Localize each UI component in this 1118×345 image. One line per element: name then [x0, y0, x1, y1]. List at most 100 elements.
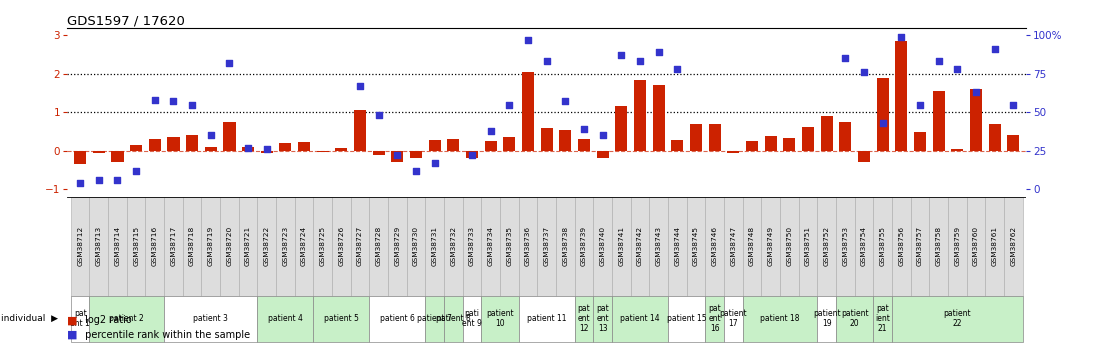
- Bar: [351, 197, 369, 296]
- Bar: [205, 147, 217, 151]
- Bar: [948, 197, 967, 296]
- Text: patient 8: patient 8: [436, 314, 471, 323]
- Text: pati
ent 9: pati ent 9: [462, 309, 482, 328]
- Bar: [896, 41, 908, 151]
- Point: [145, 97, 163, 103]
- Bar: [742, 197, 761, 296]
- Bar: [836, 197, 854, 296]
- Bar: [669, 197, 686, 296]
- Bar: [425, 197, 444, 296]
- Text: GSM38748: GSM38748: [749, 226, 755, 266]
- Text: GSM38721: GSM38721: [245, 226, 252, 266]
- Text: ■: ■: [67, 330, 77, 339]
- Bar: [559, 130, 571, 151]
- Bar: [705, 197, 724, 296]
- Bar: [798, 197, 817, 296]
- Bar: [466, 151, 479, 158]
- Bar: [709, 124, 721, 151]
- Text: pat
ent
13: pat ent 13: [596, 304, 609, 333]
- Bar: [650, 197, 669, 296]
- Text: GSM38760: GSM38760: [973, 226, 979, 266]
- Bar: [391, 151, 404, 162]
- Point: [89, 177, 107, 183]
- Bar: [130, 145, 142, 151]
- Text: GSM38752: GSM38752: [824, 226, 830, 266]
- Bar: [669, 296, 705, 342]
- Bar: [519, 197, 538, 296]
- Bar: [186, 135, 198, 151]
- Point: [127, 168, 145, 174]
- Bar: [967, 197, 985, 296]
- Text: patient
20: patient 20: [841, 309, 869, 328]
- Bar: [241, 147, 254, 151]
- Point: [183, 102, 201, 107]
- Text: ■: ■: [67, 315, 77, 325]
- Bar: [615, 107, 627, 151]
- Bar: [482, 296, 519, 342]
- Bar: [201, 197, 220, 296]
- Bar: [784, 138, 795, 151]
- Bar: [89, 296, 164, 342]
- Text: GSM38761: GSM38761: [992, 226, 997, 266]
- Text: GSM38750: GSM38750: [786, 226, 793, 266]
- Bar: [653, 85, 665, 151]
- Point: [613, 52, 631, 58]
- Point: [650, 49, 667, 55]
- Text: GSM38731: GSM38731: [432, 226, 438, 266]
- Text: patient
10: patient 10: [486, 309, 514, 328]
- Text: GSM38746: GSM38746: [712, 226, 718, 266]
- Bar: [295, 197, 313, 296]
- Bar: [594, 296, 612, 342]
- Bar: [484, 141, 496, 151]
- Point: [538, 59, 556, 64]
- Bar: [742, 296, 817, 342]
- Bar: [463, 197, 482, 296]
- Bar: [447, 139, 459, 151]
- Bar: [873, 197, 892, 296]
- Text: GSM38716: GSM38716: [152, 226, 158, 266]
- Bar: [817, 197, 836, 296]
- Text: patient 18: patient 18: [760, 314, 799, 323]
- Point: [873, 120, 891, 126]
- Point: [407, 168, 425, 174]
- Point: [426, 160, 444, 166]
- Point: [631, 59, 648, 64]
- Text: GSM38713: GSM38713: [96, 226, 102, 266]
- Bar: [877, 78, 889, 151]
- Text: GSM38717: GSM38717: [170, 226, 177, 266]
- Text: log2 ratio: log2 ratio: [82, 315, 131, 325]
- Bar: [932, 91, 945, 151]
- Text: patient 2: patient 2: [110, 314, 144, 323]
- Bar: [575, 197, 594, 296]
- Bar: [164, 296, 257, 342]
- Bar: [985, 197, 1004, 296]
- Bar: [578, 139, 590, 151]
- Bar: [821, 116, 833, 151]
- Text: GSM38759: GSM38759: [955, 226, 960, 266]
- Bar: [597, 151, 609, 158]
- Text: patient 15: patient 15: [666, 314, 707, 323]
- Text: pat
ent
12: pat ent 12: [578, 304, 590, 333]
- Point: [967, 89, 985, 95]
- Point: [594, 132, 612, 138]
- Bar: [70, 296, 89, 342]
- Bar: [690, 124, 702, 151]
- Text: GSM38739: GSM38739: [581, 226, 587, 266]
- Point: [836, 56, 854, 61]
- Text: GSM38729: GSM38729: [395, 226, 400, 266]
- Point: [930, 59, 948, 64]
- Text: GSM38751: GSM38751: [805, 226, 811, 266]
- Text: GSM38749: GSM38749: [768, 226, 774, 266]
- Bar: [257, 296, 313, 342]
- Point: [519, 37, 537, 43]
- Point: [370, 112, 388, 118]
- Text: GSM38740: GSM38740: [599, 226, 606, 266]
- Text: GSM38723: GSM38723: [283, 226, 288, 266]
- Bar: [126, 197, 145, 296]
- Bar: [224, 122, 236, 151]
- Bar: [299, 142, 310, 151]
- Text: patient
22: patient 22: [944, 309, 972, 328]
- Point: [108, 177, 126, 183]
- Bar: [913, 132, 926, 151]
- Bar: [970, 89, 982, 151]
